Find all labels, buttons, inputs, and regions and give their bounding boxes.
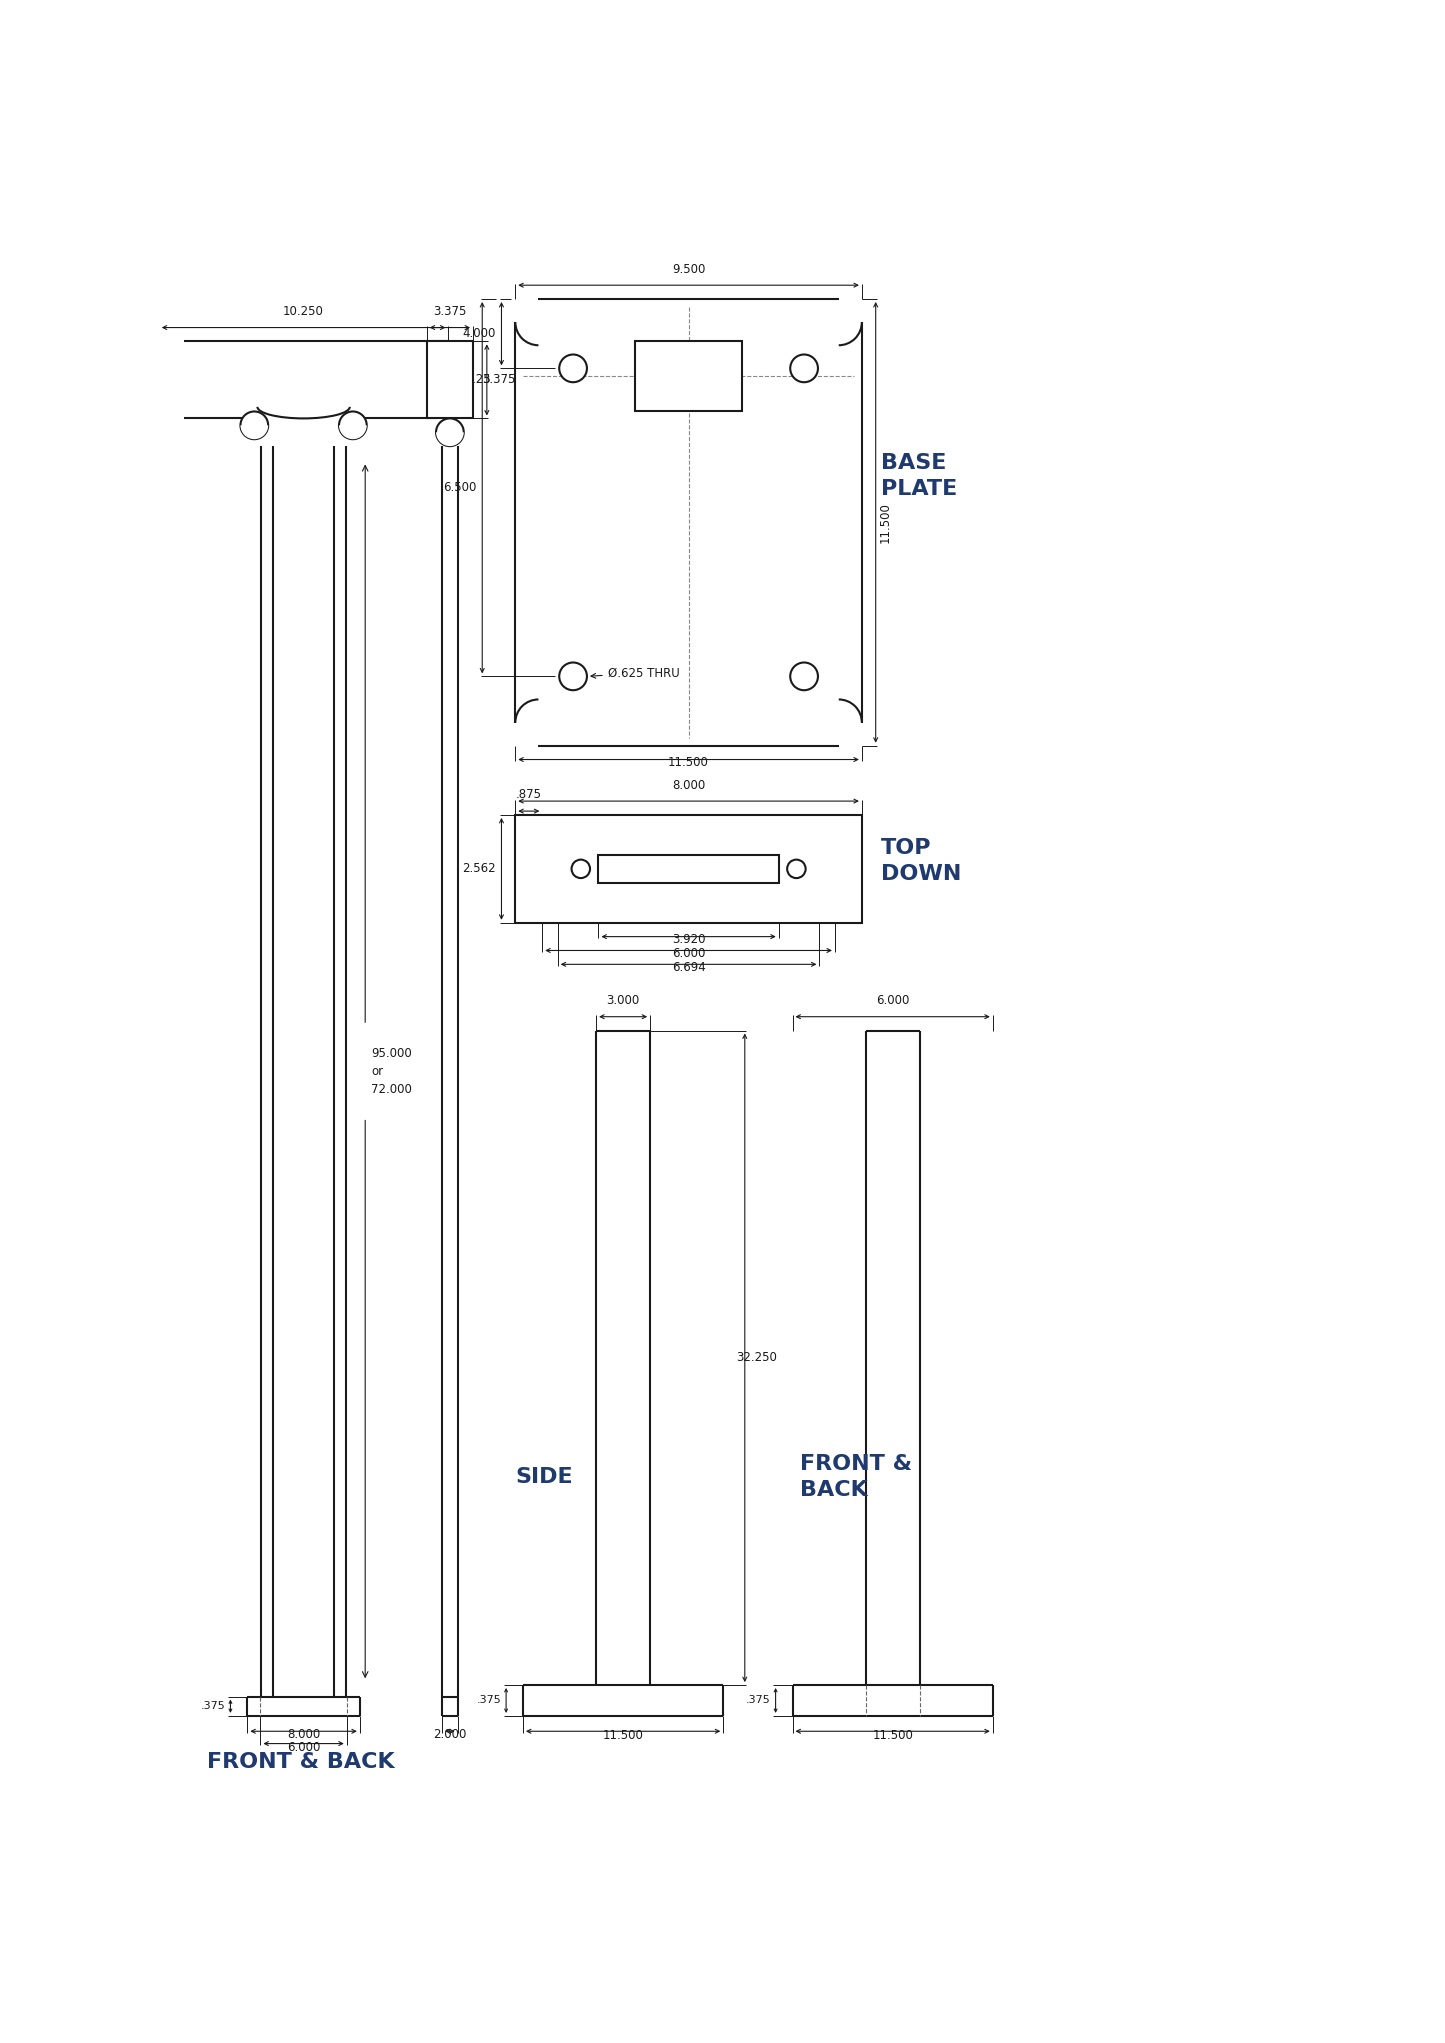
Text: BASE
PLATE: BASE PLATE	[881, 454, 958, 498]
Bar	[516, 815, 861, 923]
Text: 2.562: 2.562	[462, 862, 496, 874]
Text: 6.000: 6.000	[876, 995, 909, 1007]
Text: 6.694: 6.694	[672, 960, 705, 975]
Wedge shape	[436, 433, 464, 445]
Circle shape	[790, 355, 818, 382]
Text: 2.000: 2.000	[434, 1728, 467, 1741]
Circle shape	[340, 411, 367, 439]
Text: 8.000: 8.000	[672, 778, 705, 793]
Bar	[598, 856, 779, 883]
Circle shape	[572, 860, 590, 878]
Text: .375: .375	[746, 1696, 772, 1706]
Text: .375: .375	[477, 1696, 501, 1706]
Circle shape	[559, 355, 587, 382]
Text: 6.000: 6.000	[672, 946, 705, 960]
Text: 6.000: 6.000	[288, 1741, 321, 1753]
Text: FRONT &
BACK: FRONT & BACK	[801, 1455, 912, 1500]
Text: SIDE: SIDE	[516, 1467, 574, 1487]
Circle shape	[790, 662, 818, 691]
Text: 8.000: 8.000	[288, 1728, 321, 1741]
Text: 9.500: 9.500	[672, 264, 705, 276]
Text: 10.250: 10.250	[283, 304, 324, 319]
Bar	[426, 341, 473, 419]
Text: FRONT & BACK: FRONT & BACK	[207, 1753, 394, 1771]
Text: 11.500: 11.500	[603, 1728, 643, 1743]
Text: 4.125: 4.125	[457, 374, 491, 386]
Circle shape	[240, 411, 269, 439]
Text: Ø.625 THRU: Ø.625 THRU	[591, 666, 679, 680]
Text: 6.500: 6.500	[444, 482, 477, 494]
Wedge shape	[240, 425, 269, 439]
Text: TOP
DOWN: TOP DOWN	[881, 838, 961, 885]
Wedge shape	[340, 425, 367, 439]
Circle shape	[788, 860, 806, 878]
Text: 3.375: 3.375	[483, 374, 516, 386]
Circle shape	[436, 419, 464, 445]
Text: 4.000: 4.000	[462, 327, 496, 341]
Text: 95.000
or
72.000: 95.000 or 72.000	[371, 1046, 412, 1095]
Circle shape	[559, 662, 587, 691]
Text: .875: .875	[516, 789, 542, 801]
Text: 11.500: 11.500	[668, 756, 709, 768]
Text: 3.000: 3.000	[607, 995, 640, 1007]
Text: 11.500: 11.500	[879, 503, 892, 543]
Bar	[634, 341, 743, 411]
Text: 3.920: 3.920	[672, 934, 705, 946]
Text: 11.500: 11.500	[873, 1728, 913, 1743]
Text: 3.375: 3.375	[434, 304, 467, 319]
Text: .375: .375	[201, 1702, 225, 1712]
Text: 32.250: 32.250	[737, 1350, 777, 1365]
